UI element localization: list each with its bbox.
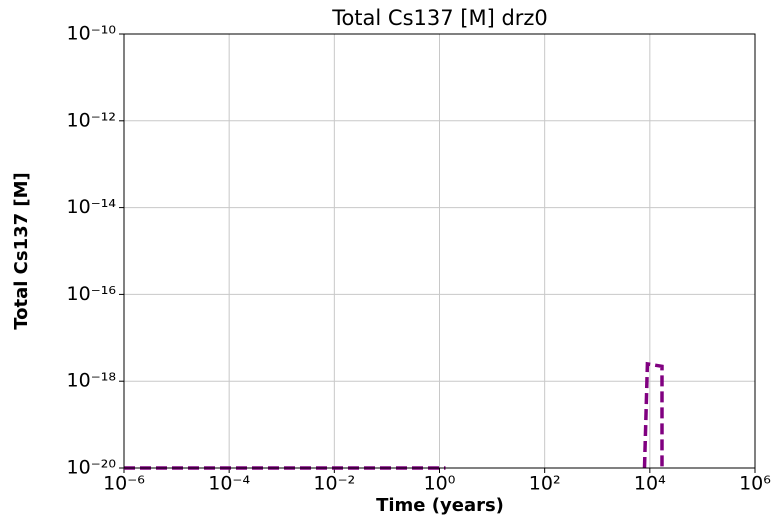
x-tick-label: 10⁴: [634, 473, 666, 495]
y-tick-label: 10⁻²⁰: [67, 457, 116, 479]
data-line: [124, 361, 664, 470]
x-tick-label: 10⁻⁶: [103, 473, 145, 495]
y-tick-label: 10⁻¹⁶: [67, 283, 116, 305]
plot-frame: [123, 33, 756, 469]
x-tick-label: 10⁶: [739, 473, 771, 495]
x-tick-label: 10²: [529, 473, 561, 495]
x-tick-label: 10⁻²: [313, 473, 355, 495]
y-axis-label: Total Cs137 [M]: [11, 172, 32, 330]
chart-title: Total Cs137 [M] drz0: [331, 6, 548, 30]
y-tick-label: 10⁻¹⁰: [67, 23, 116, 45]
x-axis-label: Time (years): [376, 495, 504, 516]
y-tick-label: 10⁻¹²: [67, 109, 116, 131]
y-tick-label: 10⁻¹⁸: [67, 370, 116, 392]
y-tick-label: 10⁻¹⁴: [67, 196, 117, 218]
x-tick-label: 10⁻⁴: [208, 473, 250, 495]
x-tick-label: 10⁰: [424, 473, 456, 495]
